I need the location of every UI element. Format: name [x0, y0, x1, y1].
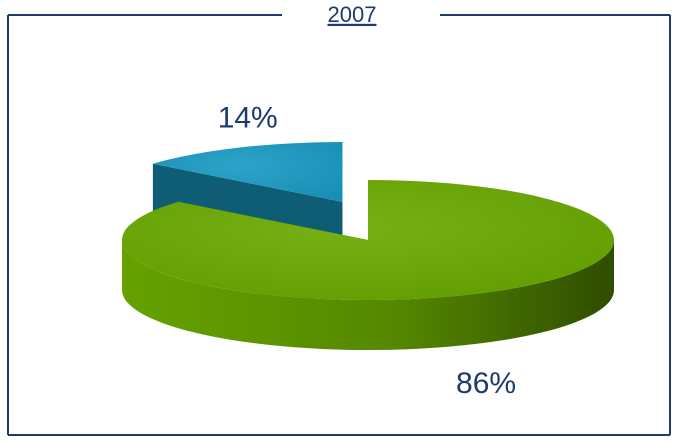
slice-top-shade — [121, 180, 614, 300]
data-label: 14% — [218, 102, 278, 135]
pie — [121, 142, 614, 350]
data-label: 86% — [456, 367, 516, 400]
slice-side-shade — [122, 240, 614, 350]
chart-title: 2007 — [328, 2, 377, 27]
slice-top-shade — [152, 142, 343, 202]
slice — [121, 180, 614, 350]
frame — [7, 14, 671, 436]
